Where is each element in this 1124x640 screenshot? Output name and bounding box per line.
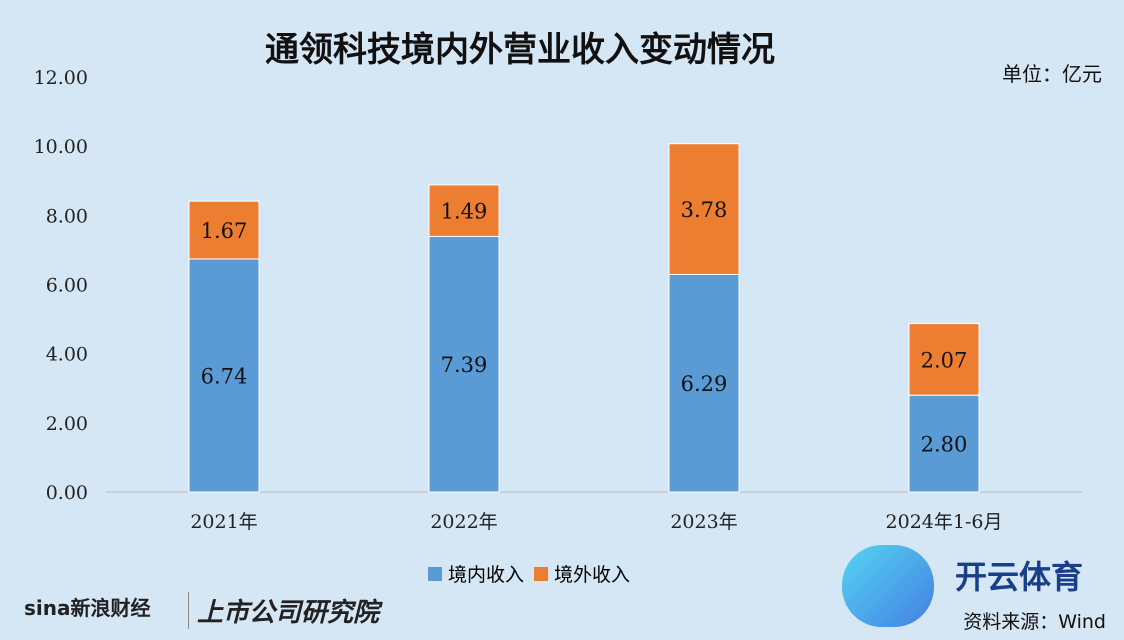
sina-logo: sina新浪财经 bbox=[24, 596, 151, 620]
bar-domestic bbox=[428, 235, 500, 493]
data-label: 6.29 bbox=[681, 372, 728, 396]
bar-domestic bbox=[668, 273, 740, 493]
y-tick-label: 6.00 bbox=[46, 275, 88, 297]
data-label: 2.07 bbox=[921, 348, 968, 372]
bar-overseas bbox=[428, 184, 500, 237]
kaiyun-logo-text: 开云体育 bbox=[955, 558, 1084, 596]
legend: 境内收入 境外收入 bbox=[428, 560, 640, 587]
y-tick-label: 8.00 bbox=[46, 205, 88, 227]
data-label: 3.78 bbox=[681, 198, 728, 222]
x-tick-label: 2021年 bbox=[190, 511, 257, 533]
bar-domestic bbox=[188, 258, 260, 493]
bar-overseas bbox=[908, 323, 980, 396]
legend-label-overseas: 境外收入 bbox=[554, 564, 631, 586]
chart-title: 通领科技境内外营业收入变动情况 bbox=[265, 30, 775, 70]
x-tick-label: 2022年 bbox=[430, 511, 497, 533]
y-tick-label: 10.00 bbox=[34, 136, 88, 158]
kaiyun-logo-icon bbox=[842, 545, 934, 627]
legend-swatch-overseas bbox=[534, 566, 549, 581]
bar-overseas bbox=[668, 143, 740, 275]
institute-logo: 上市公司研究院 bbox=[188, 592, 379, 629]
data-label: 1.67 bbox=[201, 219, 248, 243]
y-tick-label: 2.00 bbox=[46, 413, 88, 435]
y-tick-label: 12.00 bbox=[34, 67, 88, 89]
bar-domestic bbox=[908, 394, 980, 493]
bar-overseas bbox=[188, 200, 260, 260]
y-tick-label: 4.00 bbox=[46, 344, 88, 366]
data-label: 2.80 bbox=[921, 433, 968, 457]
legend-swatch-domestic bbox=[428, 566, 442, 581]
legend-label-domestic: 境内收入 bbox=[448, 564, 525, 586]
data-label: 1.49 bbox=[441, 200, 488, 224]
x-tick-label: 2023年 bbox=[670, 511, 737, 533]
x-tick-label: 2024年1-6月 bbox=[886, 511, 1003, 533]
y-tick-label: 0.00 bbox=[46, 482, 88, 504]
unit-label: 单位：亿元 bbox=[1002, 62, 1102, 86]
data-label: 6.74 bbox=[201, 364, 248, 388]
source-note: 资料来源：Wind bbox=[963, 611, 1106, 633]
data-label: 7.39 bbox=[441, 353, 488, 377]
